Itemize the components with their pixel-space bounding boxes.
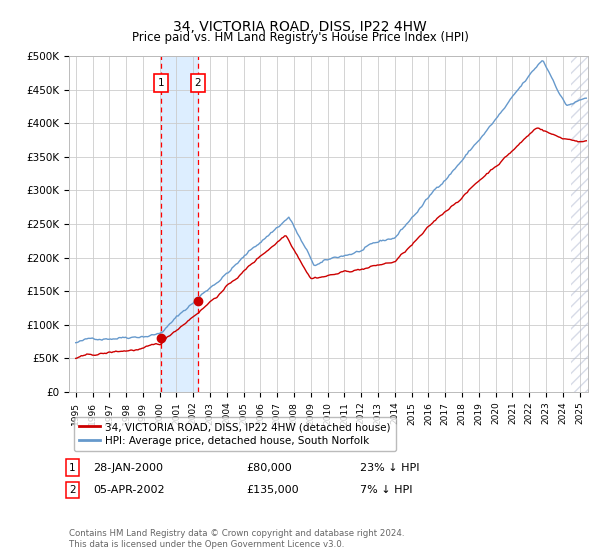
Text: 2: 2 [69, 485, 76, 495]
Text: 1: 1 [69, 463, 76, 473]
Text: £80,000: £80,000 [246, 463, 292, 473]
Bar [571, 56, 588, 392]
Bar [571, 56, 588, 392]
Text: 05-APR-2002: 05-APR-2002 [93, 485, 164, 495]
Text: 28-JAN-2000: 28-JAN-2000 [93, 463, 163, 473]
Text: 34, VICTORIA ROAD, DISS, IP22 4HW: 34, VICTORIA ROAD, DISS, IP22 4HW [173, 20, 427, 34]
Text: 7% ↓ HPI: 7% ↓ HPI [360, 485, 413, 495]
Text: Price paid vs. HM Land Registry's House Price Index (HPI): Price paid vs. HM Land Registry's House … [131, 31, 469, 44]
Text: Contains HM Land Registry data © Crown copyright and database right 2024.
This d: Contains HM Land Registry data © Crown c… [69, 529, 404, 549]
Text: £135,000: £135,000 [246, 485, 299, 495]
Text: 2: 2 [194, 78, 201, 88]
Legend: 34, VICTORIA ROAD, DISS, IP22 4HW (detached house), HPI: Average price, detached: 34, VICTORIA ROAD, DISS, IP22 4HW (detac… [74, 417, 396, 451]
Text: 23% ↓ HPI: 23% ↓ HPI [360, 463, 419, 473]
Text: 1: 1 [158, 78, 164, 88]
Bar [161, 56, 197, 392]
